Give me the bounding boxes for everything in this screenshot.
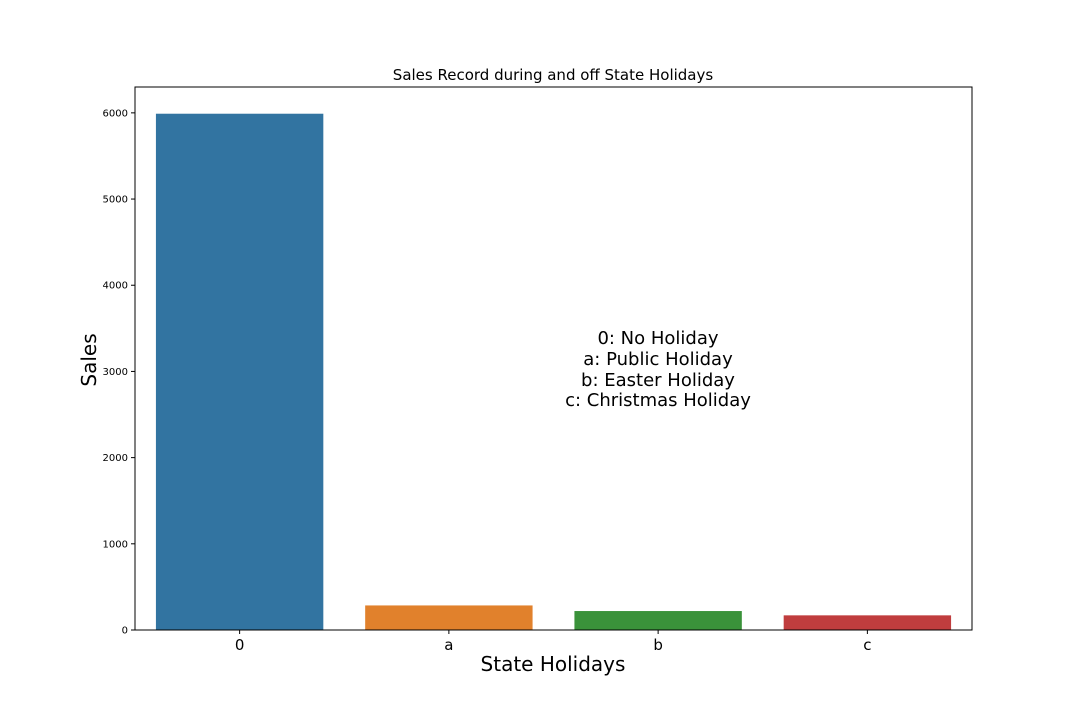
y-tick-label-2000: 2000: [103, 453, 128, 464]
x-tick-label-0: 0: [235, 636, 245, 654]
legend-annotation: 0: No Holiday a: Public Holiday b: Easte…: [565, 328, 751, 411]
bars-group: [155, 113, 952, 630]
y-axis-label: Sales: [77, 333, 101, 386]
x-tick-label-c: c: [863, 636, 871, 654]
plot-frame: [134, 86, 973, 631]
chart-title: Sales Record during and off State Holida…: [393, 66, 714, 84]
y-tick-label-6000: 6000: [103, 108, 128, 119]
y-tick-label-3000: 3000: [103, 367, 128, 378]
y-tick-label-1000: 1000: [103, 539, 128, 550]
bar-a: [365, 605, 533, 630]
bar-c: [783, 615, 952, 630]
x-axis-label: State Holidays: [481, 652, 626, 676]
y-tick-label-0: 0: [122, 626, 128, 637]
x-tick-label-b: b: [653, 636, 663, 654]
y-tick-label-4000: 4000: [103, 281, 128, 292]
annotation-line-0: 0: No Holiday: [597, 328, 718, 349]
bar-b: [574, 611, 742, 630]
y-tick-label-5000: 5000: [103, 195, 128, 206]
bar-0: [155, 113, 324, 630]
y-axis: 0 1000 2000 3000 4000 5000 6000: [103, 108, 135, 637]
x-axis: 0 a b c: [235, 630, 872, 654]
x-tick-label-a: a: [444, 636, 453, 654]
annotation-line-b: b: Easter Holiday: [581, 370, 735, 391]
annotation-line-c: c: Christmas Holiday: [565, 390, 751, 411]
annotation-line-a: a: Public Holiday: [583, 349, 733, 370]
